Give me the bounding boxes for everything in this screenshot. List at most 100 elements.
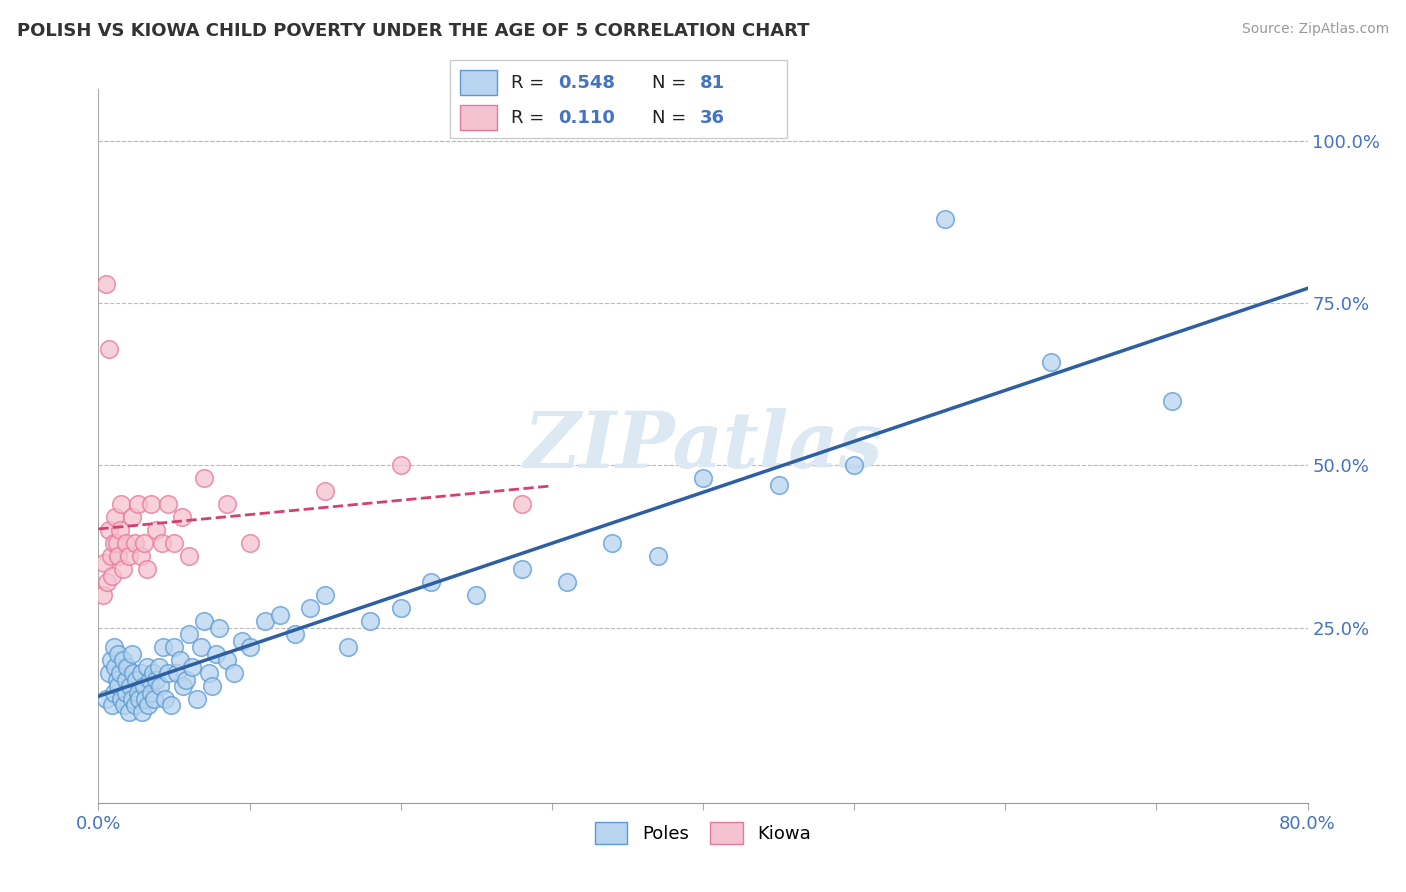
Point <box>181 659 204 673</box>
Point <box>934 211 956 226</box>
Point <box>104 510 127 524</box>
Point <box>107 549 129 564</box>
Point <box>1039 354 1062 368</box>
Point <box>153 692 176 706</box>
Point <box>208 621 231 635</box>
Point <box>156 666 179 681</box>
Text: 0.110: 0.110 <box>558 109 614 127</box>
Point <box>111 562 134 576</box>
Point <box>160 698 183 713</box>
Point <box>156 497 179 511</box>
FancyBboxPatch shape <box>460 105 498 130</box>
Point <box>110 497 132 511</box>
Point <box>105 536 128 550</box>
Point <box>844 458 866 473</box>
Point <box>465 588 488 602</box>
Text: R =: R = <box>510 73 550 92</box>
Point <box>136 698 159 713</box>
Point <box>141 685 163 699</box>
Point <box>201 679 224 693</box>
Point <box>269 607 291 622</box>
Point <box>98 342 121 356</box>
Text: N =: N = <box>652 73 692 92</box>
Point <box>239 640 262 654</box>
Point <box>174 673 197 687</box>
Point <box>231 633 253 648</box>
Point <box>179 549 201 564</box>
Point <box>1160 393 1182 408</box>
Point <box>193 471 215 485</box>
Point <box>101 568 124 582</box>
Point <box>131 705 153 719</box>
Point <box>145 524 167 538</box>
Text: 0.548: 0.548 <box>558 73 614 92</box>
Point <box>647 549 669 564</box>
Point <box>336 640 359 654</box>
Point <box>186 692 208 706</box>
Point <box>98 666 121 681</box>
Point <box>768 478 790 492</box>
Legend: Poles, Kiowa: Poles, Kiowa <box>588 814 818 851</box>
Point <box>96 575 118 590</box>
Point <box>104 659 127 673</box>
Point <box>141 497 163 511</box>
Point <box>93 556 115 570</box>
Point <box>125 673 148 687</box>
Point <box>148 659 170 673</box>
Point <box>103 536 125 550</box>
Point <box>127 685 149 699</box>
Point <box>299 601 322 615</box>
Point <box>149 679 172 693</box>
Point <box>111 653 134 667</box>
Point <box>145 673 167 687</box>
Point <box>190 640 212 654</box>
Point <box>120 679 142 693</box>
Point <box>284 627 307 641</box>
Point <box>510 562 533 576</box>
Point <box>124 536 146 550</box>
Point <box>389 601 412 615</box>
Point <box>110 692 132 706</box>
Point <box>115 659 138 673</box>
Point <box>121 692 143 706</box>
Point <box>94 277 117 291</box>
Point <box>150 536 173 550</box>
Text: R =: R = <box>510 109 550 127</box>
Point <box>121 647 143 661</box>
Point <box>205 647 228 661</box>
Point <box>139 673 162 687</box>
Point <box>121 510 143 524</box>
Text: POLISH VS KIOWA CHILD POVERTY UNDER THE AGE OF 5 CORRELATION CHART: POLISH VS KIOWA CHILD POVERTY UNDER THE … <box>17 22 810 40</box>
Point <box>555 575 578 590</box>
Point <box>224 666 246 681</box>
Point <box>170 510 193 524</box>
Point <box>166 666 188 681</box>
Text: N =: N = <box>652 109 692 127</box>
Point <box>360 614 382 628</box>
Point <box>163 640 186 654</box>
Point <box>239 536 262 550</box>
Point <box>197 666 219 681</box>
Point <box>143 692 166 706</box>
FancyBboxPatch shape <box>460 70 498 95</box>
Point <box>124 698 146 713</box>
Text: 81: 81 <box>700 73 724 92</box>
Point <box>602 536 624 550</box>
Point <box>135 659 157 673</box>
Point <box>105 673 128 687</box>
Point <box>118 549 141 564</box>
Point <box>128 692 150 706</box>
Text: Source: ZipAtlas.com: Source: ZipAtlas.com <box>1241 22 1389 37</box>
Point <box>142 666 165 681</box>
Point <box>215 497 238 511</box>
Point <box>103 640 125 654</box>
Point <box>94 692 117 706</box>
Point <box>163 536 186 550</box>
Point <box>91 588 114 602</box>
Point <box>132 679 155 693</box>
Point <box>127 497 149 511</box>
Point <box>314 588 336 602</box>
Point <box>118 705 141 719</box>
Point <box>215 653 238 667</box>
Point <box>132 536 155 550</box>
